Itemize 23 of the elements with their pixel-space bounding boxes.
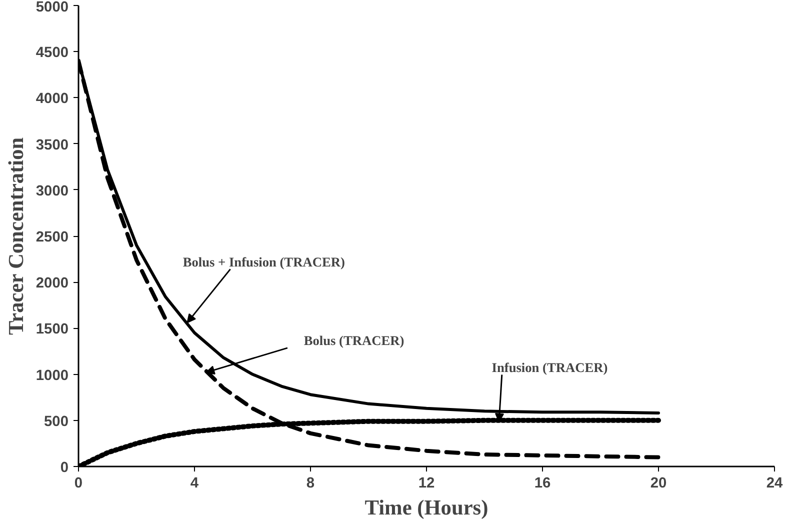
x-tick-label: 4 — [190, 476, 200, 492]
annotation: Bolus (TRACER) — [304, 333, 404, 348]
annotation: Infusion (TRACER) — [492, 360, 608, 375]
x-tick-label: 24 — [766, 476, 784, 492]
x-tick-label: 8 — [306, 476, 315, 492]
y-tick-label: 4500 — [36, 45, 69, 62]
x-tick-label: 12 — [418, 476, 435, 492]
y-tick-label: 1500 — [36, 322, 69, 338]
y-tick-label: 3000 — [36, 183, 69, 200]
x-tick-label: 0 — [74, 476, 83, 492]
y-axis-title: Tracer Concentration — [4, 137, 28, 336]
y-tick-label: 2500 — [36, 230, 69, 246]
y-tick-label: 0 — [60, 460, 69, 476]
y-tick-label: 4000 — [36, 91, 69, 108]
y-tick-label: 5000 — [36, 0, 69, 16]
y-tick-label: 3500 — [36, 137, 69, 154]
annotation: Bolus + Infusion (TRACER) — [182, 254, 345, 270]
y-tick-label: 1000 — [36, 368, 69, 384]
x-axis-title: Time (Hours) — [364, 496, 488, 520]
x-tick-label: 16 — [534, 476, 551, 492]
y-tick-label: 500 — [44, 414, 69, 430]
y-tick-label: 2000 — [36, 276, 69, 292]
x-tick-label: 20 — [650, 476, 667, 492]
